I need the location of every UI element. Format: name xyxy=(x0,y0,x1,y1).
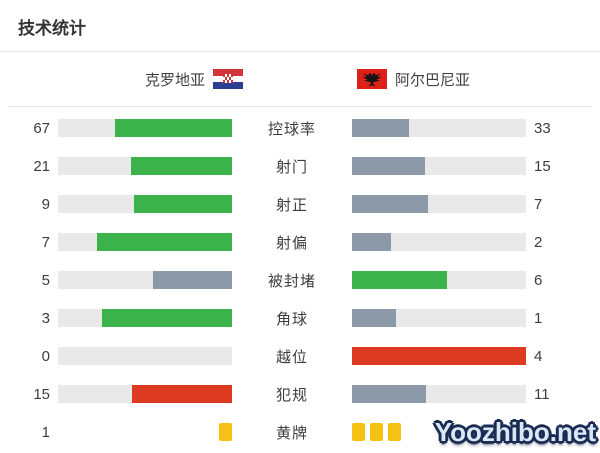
home-stat-value: 5 xyxy=(41,271,50,289)
stat-label: 被封堵 xyxy=(267,272,316,290)
away-stat-bar xyxy=(352,195,526,213)
home-stat-value: 21 xyxy=(33,157,50,175)
yellow-card-icon xyxy=(370,423,383,441)
home-stat-value: 7 xyxy=(41,233,50,251)
watermark: Yoozhibo.net xyxy=(434,417,596,447)
stat-label: 越位 xyxy=(275,348,308,366)
home-stat-bar xyxy=(58,233,232,251)
away-bar-fill xyxy=(352,309,396,327)
away-bar-fill xyxy=(352,157,425,175)
away-stat-value: 1 xyxy=(534,309,543,327)
home-stat-bar xyxy=(58,119,232,137)
home-stat-bar xyxy=(58,309,232,327)
stat-label: 射偏 xyxy=(275,234,308,252)
home-bar-fill xyxy=(115,119,232,137)
away-stat-bar xyxy=(352,423,526,441)
home-bar-fill xyxy=(130,157,232,175)
away-stat-value: 33 xyxy=(534,119,551,137)
away-stat-value: 15 xyxy=(534,157,551,175)
stat-row: 21 射门 15 xyxy=(0,147,600,185)
stat-label: 黄牌 xyxy=(275,424,308,442)
home-stat-bar xyxy=(58,385,232,403)
stat-row: 0 越位 4 xyxy=(0,337,600,375)
away-stat-bar xyxy=(352,309,526,327)
albania-flag-icon xyxy=(357,69,387,89)
stat-label: 控球率 xyxy=(267,120,316,138)
away-bar-fill xyxy=(352,195,429,213)
home-stat-bar xyxy=(58,157,232,175)
yellow-card-icon xyxy=(219,423,232,441)
home-stat-bar xyxy=(58,347,232,365)
away-team-header: 阿尔巴尼亚 xyxy=(300,69,592,90)
stat-row: 3 角球 1 xyxy=(0,299,600,337)
croatia-flag-icon xyxy=(213,69,243,89)
home-stat-value: 1 xyxy=(41,423,50,441)
home-bar-fill xyxy=(101,309,232,327)
home-stat-value: 3 xyxy=(41,309,50,327)
stat-row: 15 犯规 11 xyxy=(0,375,600,413)
stat-row: 1 黄牌 xyxy=(0,413,600,451)
home-stat-value: 9 xyxy=(41,195,50,213)
home-stat-bar xyxy=(58,423,232,441)
stat-label: 射正 xyxy=(275,196,308,214)
stat-label: 射门 xyxy=(275,158,308,176)
croatia-checkerboard xyxy=(223,74,233,83)
away-stat-value: 2 xyxy=(534,233,543,251)
away-stat-bar xyxy=(352,385,526,403)
yellow-card-icon xyxy=(388,423,401,441)
home-bar-fill xyxy=(131,385,232,403)
stat-row: 67 控球率 33 xyxy=(0,109,600,147)
away-bar-fill xyxy=(352,271,447,289)
double-headed-eagle xyxy=(362,73,382,87)
stat-row: 9 射正 7 xyxy=(0,185,600,223)
stat-label: 角球 xyxy=(275,310,308,328)
away-bar-fill xyxy=(352,347,526,365)
home-stat-bar xyxy=(58,195,232,213)
home-team-name: 克罗地亚 xyxy=(144,71,205,89)
away-bar-fill xyxy=(352,233,391,251)
home-bar-fill xyxy=(134,195,232,213)
stat-row: 5 被封堵 6 xyxy=(0,261,600,299)
stat-row: 7 射偏 2 xyxy=(0,223,600,261)
home-team-header: 克罗地亚 xyxy=(8,69,300,90)
home-bar-fill xyxy=(96,233,232,251)
away-stat-value: 11 xyxy=(534,385,550,403)
away-stat-value: 6 xyxy=(534,271,543,289)
away-stat-value: 4 xyxy=(534,347,543,365)
away-stat-value: 7 xyxy=(534,195,543,213)
away-bar-fill xyxy=(352,385,426,403)
away-bar-fill xyxy=(352,119,410,137)
away-team-name: 阿尔巴尼亚 xyxy=(395,71,471,89)
away-stat-bar xyxy=(352,347,526,365)
home-stat-value: 0 xyxy=(41,347,50,365)
yellow-card-icon xyxy=(352,423,365,441)
away-stat-bar xyxy=(352,233,526,251)
home-stat-value: 67 xyxy=(33,119,50,137)
stat-label: 犯规 xyxy=(275,386,308,404)
away-stat-bar xyxy=(352,119,526,137)
panel-title: 技术统计 xyxy=(0,0,600,52)
away-stat-bar xyxy=(352,157,526,175)
team-header: 克罗地亚 xyxy=(8,52,592,107)
home-bar-fill xyxy=(152,271,232,289)
home-stat-value: 15 xyxy=(33,385,50,403)
stats-rows: 67 控球率 33 21 射门 15 9 射正 7 7 射偏 2 5 被封堵 6 3 角球 1 0 越位 4 15 犯规 11… xyxy=(0,107,600,451)
home-stat-bar xyxy=(58,271,232,289)
away-stat-bar xyxy=(352,271,526,289)
